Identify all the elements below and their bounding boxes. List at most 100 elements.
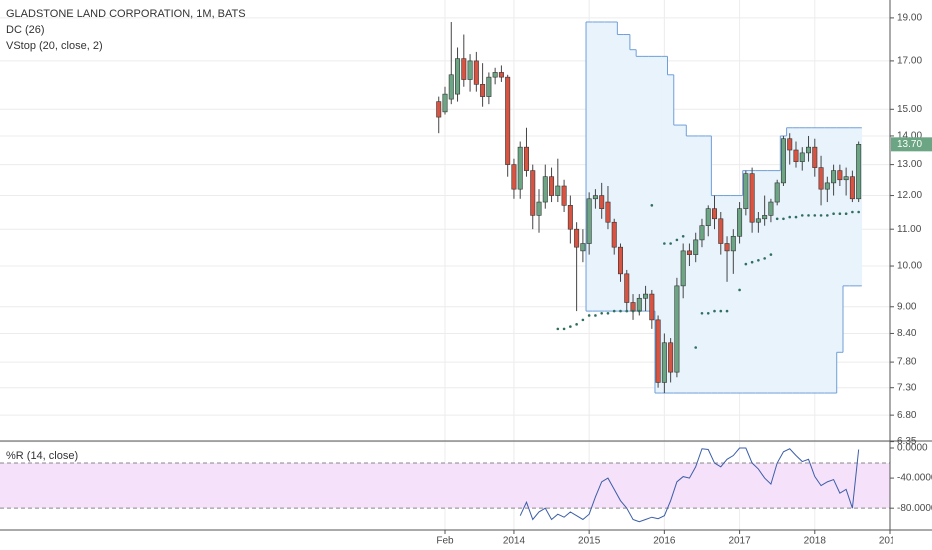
plot-area — [0, 21, 890, 523]
vstop-dot — [706, 311, 710, 315]
candle-body — [436, 101, 442, 118]
y-tick-label: 6.35 — [897, 436, 917, 447]
candle-body — [574, 228, 580, 248]
candle-body — [442, 93, 448, 113]
candle-body — [617, 246, 623, 275]
channel-fill — [755, 170, 762, 394]
vstop-dot — [763, 257, 766, 260]
vstop-dot — [851, 210, 854, 214]
channel-fill — [842, 127, 850, 286]
vstop-dot — [637, 309, 641, 313]
vstop-dot — [744, 262, 748, 266]
channel-fill — [786, 127, 794, 394]
channel-fill — [817, 127, 825, 394]
channel-fill — [629, 49, 637, 312]
candle-body — [455, 58, 461, 95]
vstop-dot — [562, 327, 566, 331]
y-tick-label: 9.00 — [897, 301, 917, 312]
candle-body — [806, 146, 812, 154]
vstop-dot — [619, 309, 622, 313]
vstop-dot — [631, 309, 635, 313]
candle-body — [856, 144, 862, 200]
candle-body — [505, 76, 511, 165]
candle-body — [743, 173, 749, 209]
candle-body — [542, 176, 548, 203]
vstop-dot — [556, 327, 560, 331]
channel-fill — [855, 127, 863, 286]
candle-body — [661, 342, 667, 383]
candle-body — [837, 170, 843, 181]
y-tick-label: 7.80 — [897, 357, 917, 368]
vstop-dot — [594, 314, 597, 317]
time-axis: Feb 2014 2015 2016 2017 2018 2019 — [436, 530, 893, 547]
indicator-line — [519, 447, 860, 523]
x-tick-label: 2014 — [503, 536, 526, 547]
vstop-dot — [794, 215, 798, 219]
candle-body — [448, 74, 454, 100]
vstop-dot — [757, 258, 760, 262]
vstop-dot — [838, 212, 842, 215]
last-price-marker — [891, 137, 932, 152]
channel-fill — [761, 170, 769, 394]
channel-fill — [742, 170, 750, 394]
candle-body — [674, 285, 680, 373]
vstop-dot — [625, 309, 629, 313]
candle-body — [799, 152, 805, 162]
candle-body — [611, 221, 617, 248]
y-tick-label: 12.00 — [897, 190, 922, 201]
candle-body — [787, 138, 793, 151]
channel-fill — [748, 170, 756, 394]
vstop-dot — [826, 214, 829, 217]
vstop-dot — [725, 309, 729, 313]
y-tick-label: 13.00 — [897, 159, 922, 170]
candle-body — [812, 146, 818, 168]
vstop-dot — [800, 214, 804, 217]
candle-body — [511, 164, 517, 190]
channel-fill — [799, 127, 806, 394]
candle-body — [536, 201, 542, 216]
vstop-dot — [575, 323, 578, 326]
channel-fill — [836, 127, 844, 353]
vstop-dot — [819, 214, 823, 217]
candle-body — [693, 239, 699, 255]
vstop-dot — [612, 309, 616, 313]
y-tick-label: 14.00 — [897, 131, 922, 142]
channel-fill — [642, 56, 649, 312]
x-tick-label: 2016 — [653, 536, 676, 547]
candle-body — [530, 170, 536, 216]
candle-body — [643, 293, 649, 299]
candle-body — [605, 201, 611, 223]
channel-fill — [692, 135, 700, 394]
candle-body — [774, 182, 780, 203]
vstop-dot — [813, 214, 817, 217]
channel-fill — [717, 195, 725, 394]
vstop-dot — [750, 260, 754, 264]
vstop-dot — [700, 311, 704, 315]
candle-body — [492, 72, 498, 78]
y-tick-label: 10.00 — [897, 261, 922, 272]
channel-fill — [849, 127, 856, 286]
candle-body — [699, 225, 705, 241]
vstop-dot — [663, 242, 666, 245]
vstop-dot — [569, 325, 572, 328]
candle-body — [649, 293, 655, 321]
candle-body — [549, 176, 555, 196]
channel-fill — [824, 127, 831, 394]
candle-body — [737, 208, 743, 237]
candle-body — [668, 342, 674, 373]
channel-fill — [830, 127, 838, 394]
channel-fill — [611, 21, 618, 312]
channel-fill — [598, 21, 606, 312]
candle-body — [498, 72, 504, 78]
vstop-dot — [669, 242, 672, 245]
vstop-dot — [788, 215, 792, 219]
channel-fill — [774, 170, 781, 394]
channel-fill — [805, 127, 812, 394]
channel-fill — [811, 127, 819, 394]
channel-fill — [780, 135, 787, 394]
candle-body — [555, 185, 561, 196]
vstop-dot — [587, 314, 591, 317]
channel-fill — [792, 127, 800, 394]
y-tick-label: 6.80 — [897, 410, 917, 421]
